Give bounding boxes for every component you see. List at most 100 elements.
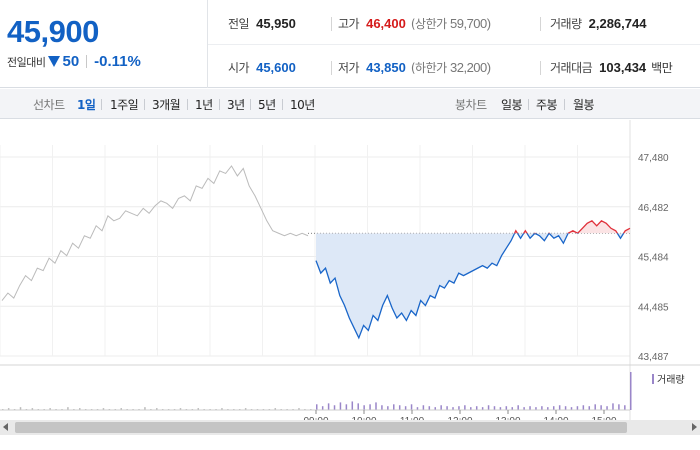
volume-bar [452,407,454,410]
legend-swatch [652,374,654,384]
volume-chart [0,372,632,411]
stat-value: 46,400 [366,16,406,31]
volume-bar [475,406,478,410]
stats-divider [208,44,700,45]
scroll-left-icon[interactable] [3,423,8,431]
volume-bar [410,404,413,410]
amount-unit: 백만 [651,61,673,75]
upper-limit-label: (상한가 [410,17,447,31]
stat-high: 고가 46,400 (상한가 59,700) [338,15,491,32]
period-1y[interactable]: 1년 [195,98,213,112]
period-5y[interactable]: 5년 [258,98,276,112]
volume-bar [428,406,431,410]
y-axis: 47,480 46,482 45,484 44,485 43,487 [638,153,669,363]
volume-bar [552,406,555,410]
candle-weekly[interactable]: 주봉 [536,98,558,112]
above-area [514,220,630,234]
volume-bar [564,406,567,410]
candle-daily[interactable]: 일봉 [501,98,523,112]
divider [540,61,541,75]
x-tick-label: 13:00 [495,416,520,420]
volume-bar [321,406,324,410]
x-tick-label: 14:00 [543,416,568,420]
volume-bar [464,405,466,410]
volume-bar [298,408,300,410]
y-tick-label: 43,487 [638,352,669,363]
volume-bar [440,405,442,410]
volume-bar [19,407,22,410]
volume-bar [156,408,158,410]
volume-bar [594,404,596,410]
volume-bar [398,405,401,410]
volume-bar [588,406,591,410]
current-price: 45,900 [7,14,99,49]
stat-label: 고가 [338,17,360,31]
divider [144,99,145,110]
volume-bar [446,406,448,410]
volume-bar [511,407,514,410]
volume-bar [351,401,354,410]
stat-value: 43,850 [366,60,406,75]
upper-limit-value: 59,700) [450,16,491,31]
volume-bar [618,404,620,410]
period-3y[interactable]: 3년 [227,98,245,112]
stat-amount: 거래대금 103,434 백만 [550,59,673,76]
today-series [308,219,631,340]
volume-bar [499,407,502,410]
stat-label: 전일 [228,17,250,31]
stat-value: 103,434 [599,60,647,75]
x-tick-label: 12:00 [447,416,472,420]
divider [250,99,251,110]
volume-bar [381,405,383,410]
volume-bar [102,408,105,410]
volume-bar [505,406,508,410]
volume-bar [529,406,531,410]
stat-prev-close: 전일 45,950 [228,15,296,32]
x-tick-label: 10:00 [351,416,376,420]
previous-day-series [1,165,309,301]
volume-bar [363,405,365,410]
volume-bar [179,408,182,410]
volume-bar [375,402,377,410]
lower-limit-value: 32,200) [450,60,491,75]
volume-bar [345,404,348,410]
period-1d[interactable]: 1일 [77,98,96,112]
volume-bar [547,407,549,410]
lower-limit-label: (하한가 [410,61,447,75]
price-box: 45,900 전일대비 50 -0.11% [0,0,208,88]
volume-bar [493,406,496,410]
x-tick-label: 11:00 [400,416,425,420]
line-chart-label: 선차트 [33,98,65,112]
volume-bar [630,372,632,410]
volume-bar [357,403,359,410]
change-row: 전일대비 50 -0.11% [7,53,141,70]
period-3m[interactable]: 3개월 [152,98,181,112]
volume-bar [7,408,10,410]
volume-bar [416,407,419,410]
divider [528,99,529,110]
y-tick-label: 45,484 [638,253,669,264]
period-1w[interactable]: 1주일 [110,98,139,112]
change-divider [86,55,88,68]
scroll-thumb[interactable] [15,422,627,433]
upper-limit: (상한가 59,700) [411,15,491,32]
scroll-right-icon[interactable] [692,423,697,431]
volume-legend: 거래량 [652,374,685,386]
volume-bar [387,406,389,410]
period-10y[interactable]: 10년 [290,98,315,112]
volume-bar [558,405,561,410]
previous-day-line [1,165,309,301]
divider [331,17,332,31]
price-chart: 47,480 46,482 45,484 44,485 43,487 09:00 10:0… [0,120,700,420]
volume-bar [582,405,585,410]
candle-monthly[interactable]: 월봉 [573,98,595,112]
volume-bar [434,407,436,410]
lower-limit: (하한가 32,200) [411,59,491,76]
volume-bar [197,408,200,410]
stat-label: 시가 [228,61,250,75]
volume-bar [339,402,342,410]
chart-scrollbar[interactable] [0,420,700,435]
volume-bar [244,408,247,410]
stat-value: 45,950 [256,16,296,31]
volume-bar [393,404,395,410]
